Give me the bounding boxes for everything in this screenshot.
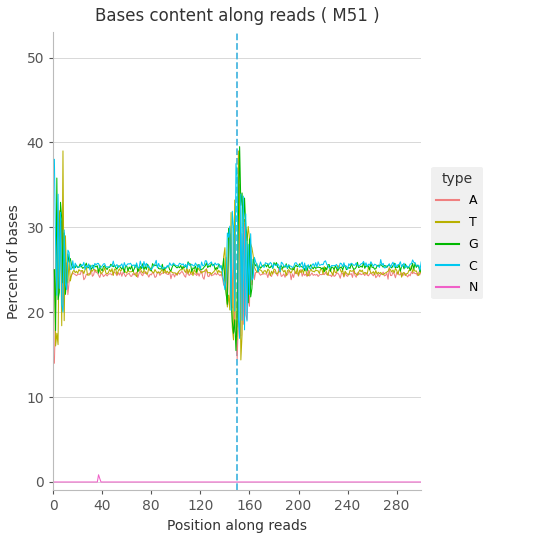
Y-axis label: Percent of bases: Percent of bases [7,204,21,319]
X-axis label: Position along reads: Position along reads [167,519,307,533]
Title: Bases content along reads ( M51 ): Bases content along reads ( M51 ) [95,7,380,25]
Legend: A, T, G, C, N: A, T, G, C, N [431,167,483,299]
